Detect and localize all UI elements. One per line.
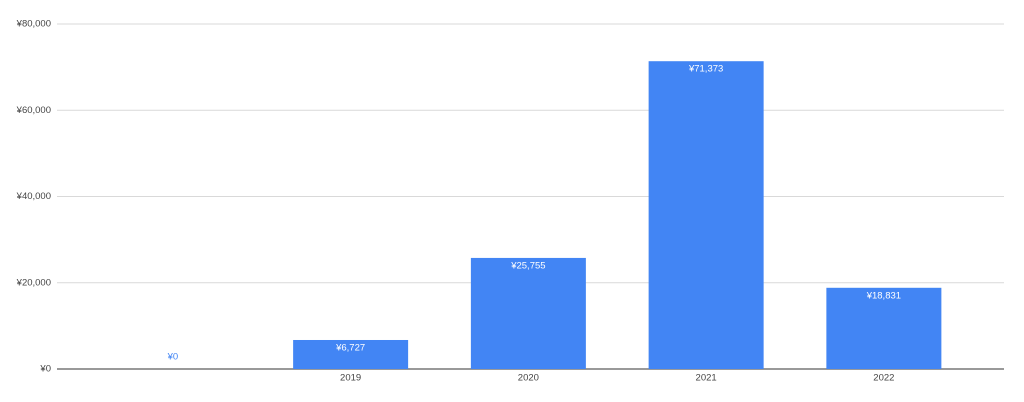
data-label: ¥25,755 [510, 260, 545, 271]
y-tick-label: ¥0 [39, 364, 51, 375]
data-label: ¥71,373 [688, 64, 723, 75]
bar [470, 257, 586, 369]
bar [648, 61, 764, 369]
x-tick-label: 2020 [518, 373, 539, 384]
bar [293, 339, 409, 369]
x-tick-label: 2022 [873, 373, 894, 384]
bar [826, 287, 942, 369]
x-tick-label: 2021 [696, 373, 717, 384]
y-tick-label: ¥40,000 [16, 191, 51, 202]
x-tick-label: 2019 [340, 373, 361, 384]
data-label: ¥0 [167, 352, 179, 363]
data-label: ¥6,727 [335, 343, 365, 354]
data-label: ¥18,831 [866, 290, 901, 301]
y-tick-label: ¥80,000 [16, 19, 51, 30]
y-tick-label: ¥60,000 [16, 105, 51, 116]
y-tick-label: ¥20,000 [16, 277, 51, 288]
